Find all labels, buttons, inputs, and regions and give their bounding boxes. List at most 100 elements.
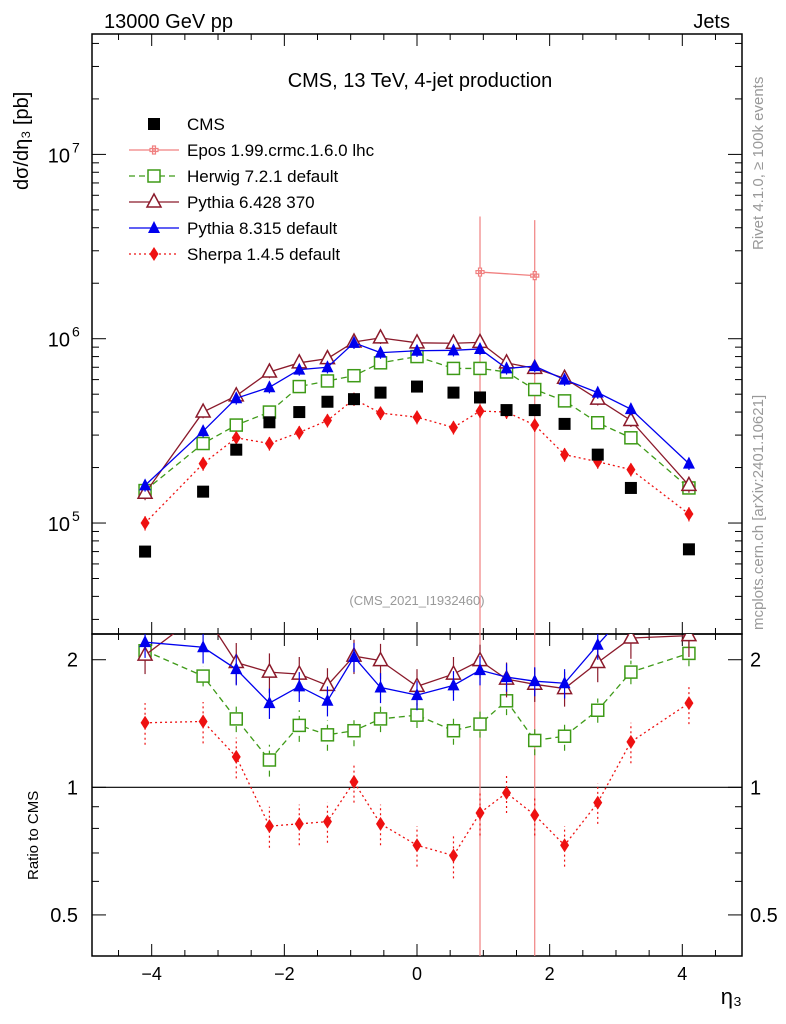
ratio-point [528,674,541,687]
data-point [263,416,276,429]
data-point [374,386,387,399]
legend-marker [148,221,160,233]
ratio-point [264,819,274,834]
data-point [624,431,638,445]
data-point [347,335,360,348]
header-observable: Jets [693,11,730,33]
data-point [411,343,423,356]
ratio-point [230,662,243,675]
ratio-point [558,676,571,689]
data-point [528,404,541,417]
legend-entry: Herwig 7.2.1 default [129,167,338,186]
ratio-point [527,733,542,748]
ratio-point [593,795,603,810]
data-point [197,424,210,437]
series-sherpa [140,392,694,531]
ratio-point [502,785,512,800]
series-cms [139,380,695,558]
ratio-point [624,665,638,679]
ratio-line [480,477,535,499]
ratio-point [625,601,637,613]
ratio-point [560,838,570,853]
legend-label: Herwig 7.2.1 default [187,167,338,186]
ratio-point [140,715,150,730]
legend-label: Sherpa 1.4.5 default [187,245,340,264]
x-tick-label: −2 [274,964,295,984]
ratio-point [347,723,361,738]
legend-marker [149,145,159,155]
data-point [140,516,150,531]
mcplots-label: mcplots.cern.ch [arXiv:2401.10621] [750,395,767,630]
data-point [558,417,571,430]
data-point [292,379,307,394]
data-point [682,543,695,556]
data-point [527,382,542,397]
legend-label: CMS [187,115,225,134]
ratio-point [622,634,640,644]
ratio-tick-label-right: 1 [750,777,761,799]
y-tick-label: 10 [48,330,70,352]
ratio-point [684,696,694,711]
ratio-tick-label-right: 0.5 [750,905,778,927]
ratio-point [374,680,387,693]
ratio-point [261,662,278,678]
ratio-point [410,708,424,722]
ratio-herwig [138,640,696,777]
ratio-point [322,814,332,829]
data-point [590,415,605,430]
legend-entry: Epos 1.99.crmc.1.6.0 lhc [129,141,375,160]
data-point [320,374,335,388]
data-point [230,443,243,456]
data-point [626,462,636,477]
y-tick-exponent: 5 [72,508,80,524]
data-point [322,413,332,428]
ratio-point [373,712,388,726]
ratio-point [683,584,695,596]
ratio-point [372,651,389,667]
y-axis-label: dσ/dη₃ [pb] [11,92,33,190]
data-point [446,361,461,376]
ratio-point [474,663,487,676]
ratio-point [446,723,461,738]
data-point [139,545,152,558]
legend-entry: Pythia 8.315 default [129,219,338,238]
data-point [475,404,485,419]
data-point [474,341,487,354]
ratio-tick-label-left: 2 [67,650,78,672]
y-tick-label: 10 [48,514,70,536]
ratio-point [557,729,572,743]
legend-label: Pythia 8.315 default [187,219,338,238]
y-tick-exponent: 7 [72,139,80,155]
data-point [294,425,304,440]
ratio-point [530,808,540,823]
ratio-point [196,603,210,616]
legend-marker [149,247,159,261]
data-point [557,394,572,408]
ratio-tick-label-left: 1 [67,777,78,799]
ratio-series-group [136,477,698,956]
data-point [139,478,152,491]
legend-label: Epos 1.99.crmc.1.6.0 lhc [187,141,375,160]
chart-title: CMS, 13 TeV, 4-jet production [288,70,553,92]
ratio-point [198,714,208,729]
ratio-point [347,649,360,662]
ratio-point [292,718,307,733]
data-point [293,362,306,375]
data-point [447,343,460,356]
ratio-point [626,734,636,749]
x-tick-label: 4 [677,964,687,984]
ratio-point [590,703,605,717]
ratio-point [320,728,335,742]
legend-entry: Sherpa 1.4.5 default [129,245,340,264]
data-point [136,483,154,500]
data-point [682,456,695,469]
ratio-point [447,678,460,691]
ratio-point [262,753,277,767]
ratio-epos [479,477,536,956]
ratio-point [321,693,334,706]
ratio-point [349,774,359,789]
legend-label: Pythia 6.428 370 [187,193,315,212]
data-point [412,410,422,425]
ratio-point [231,749,241,764]
